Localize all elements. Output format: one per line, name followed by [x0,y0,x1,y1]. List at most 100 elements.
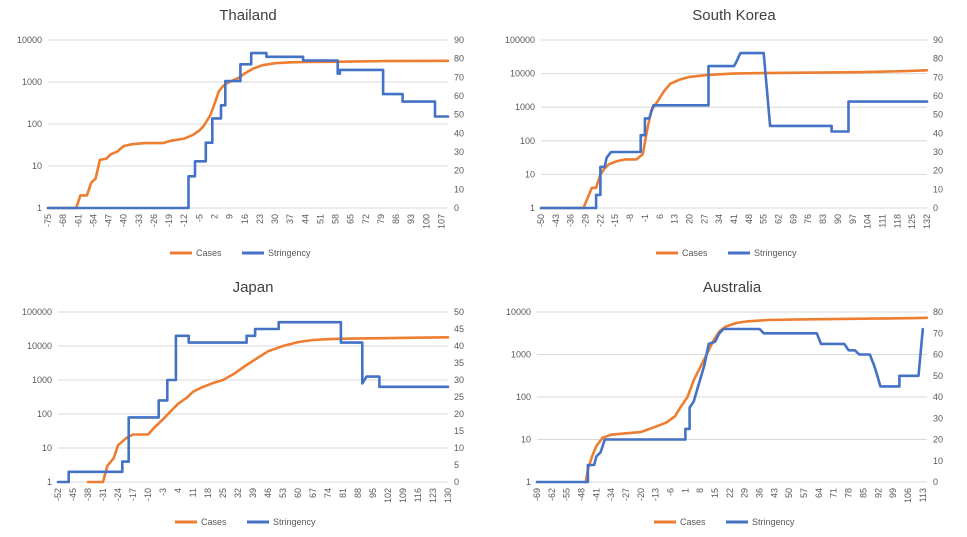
y-right-tick-label: 0 [454,203,459,213]
y-right-tick-label: 45 [454,324,464,334]
x-tick-label: 51 [315,214,325,224]
x-tick-label: 125 [907,214,917,229]
x-tick-label: 44 [300,214,310,224]
y-right-tick-label: 10 [933,456,943,466]
x-tick-label: -17 [128,488,138,501]
chart-title: Japan [233,279,274,296]
y-right-tick-label: 0 [454,477,459,487]
x-tick-label: 111 [877,214,887,228]
x-tick-label: 15 [710,488,720,498]
x-tick-label: 43 [769,488,779,498]
x-tick-label: 64 [814,488,824,498]
x-tick-label: 32 [233,488,243,498]
series-line-stringency [539,51,929,210]
y-left-tick-label: 10 [42,443,52,453]
x-tick-label: 11 [188,488,198,497]
x-tick-label: -47 [104,214,114,227]
y-right-tick-label: 40 [933,128,943,138]
x-tick-label: 97 [848,214,858,224]
x-tick-label: 74 [323,488,333,498]
y-left-tick-label: 10000 [17,35,42,45]
x-tick-label: -27 [621,488,631,501]
y-right-tick-label: 80 [933,54,943,64]
x-tick-label: 81 [338,488,348,498]
x-tick-label: -29 [581,214,591,227]
chart-panel-0: Thailand 1 10 100 1000 10000 0 10 20 30 40 50 60 70 80… [0,0,483,268]
x-tick-label: -10 [143,488,153,501]
x-tick-label: 55 [759,214,769,224]
x-tick-label: -6 [666,488,676,496]
y-right-tick-label: 40 [454,128,464,138]
y-left-tick-label: 100 [516,392,531,402]
x-tick-label: 132 [922,214,932,229]
y-left-tick-label: 1 [37,203,42,213]
x-tick-label: 95 [368,488,378,498]
x-tick-label: 18 [203,488,213,498]
x-tick-label: 46 [263,488,273,498]
legend-label-stringency: Stringency [273,517,316,527]
x-tick-label: 99 [888,488,898,498]
y-right-tick-label: 30 [933,147,943,157]
x-tick-label: -33 [134,214,144,227]
x-tick-label: -62 [547,488,557,501]
x-tick-label: -24 [113,488,123,501]
x-tick-label: -38 [83,488,93,501]
x-tick-label: 85 [858,488,868,498]
x-tick-label: -34 [606,488,616,501]
x-tick-label: -26 [149,214,159,227]
x-tick-label: 39 [248,488,258,498]
x-tick-label: -68 [58,214,68,227]
x-tick-label: 36 [755,488,765,498]
x-tick-label: 90 [833,214,843,224]
y-left-tick-label: 1000 [511,350,531,360]
x-tick-label: -45 [68,488,78,501]
x-tick-label: -8 [625,214,635,222]
x-tick-label: 4 [173,488,183,493]
x-tick-label: -55 [562,488,572,501]
y-right-tick-label: 30 [933,413,943,423]
series-line-stringency [46,51,450,210]
y-right-tick-label: 10 [454,443,464,453]
x-tick-label: -15 [610,214,620,227]
x-tick-label: 78 [844,488,854,498]
x-tick-label: 1 [680,488,690,493]
x-tick-label: 93 [406,214,416,224]
series-line-cases [539,69,929,210]
x-tick-label: -5 [194,214,204,222]
y-right-tick-label: 20 [454,409,464,419]
legend-label-cases: Cases [680,517,706,527]
x-tick-label: 88 [353,488,363,498]
x-tick-label: 107 [437,214,447,229]
x-tick-label: -31 [98,488,108,501]
y-right-tick-label: 40 [454,341,464,351]
x-tick-label: 53 [278,488,288,498]
x-tick-label: -75 [43,214,53,227]
x-tick-label: 69 [788,214,798,224]
x-tick-label: -41 [591,488,601,501]
x-tick-label: 58 [331,214,341,224]
y-right-tick-label: 50 [454,307,464,317]
x-tick-label: 9 [225,214,235,219]
y-right-tick-label: 20 [933,435,943,445]
series-line-stringency [56,320,450,484]
y-right-tick-label: 70 [933,72,943,82]
x-tick-label: 65 [346,214,356,224]
y-left-tick-label: 100000 [22,307,52,317]
y-right-tick-label: 50 [933,110,943,120]
x-tick-label: 60 [293,488,303,498]
x-tick-label: 106 [903,488,913,503]
y-left-tick-label: 10 [525,169,535,179]
x-tick-label: 104 [863,214,873,229]
x-tick-label: 27 [699,214,709,224]
x-tick-label: 92 [873,488,883,498]
y-left-tick-label: 1000 [32,375,52,385]
x-tick-label: 79 [376,214,386,224]
y-right-tick-label: 25 [454,392,464,402]
y-right-tick-label: 30 [454,147,464,157]
x-tick-label: -69 [532,488,542,501]
y-left-tick-label: 10 [521,435,531,445]
y-left-tick-label: 10000 [27,341,52,351]
x-tick-label: 48 [744,214,754,224]
x-tick-label: 30 [270,214,280,224]
